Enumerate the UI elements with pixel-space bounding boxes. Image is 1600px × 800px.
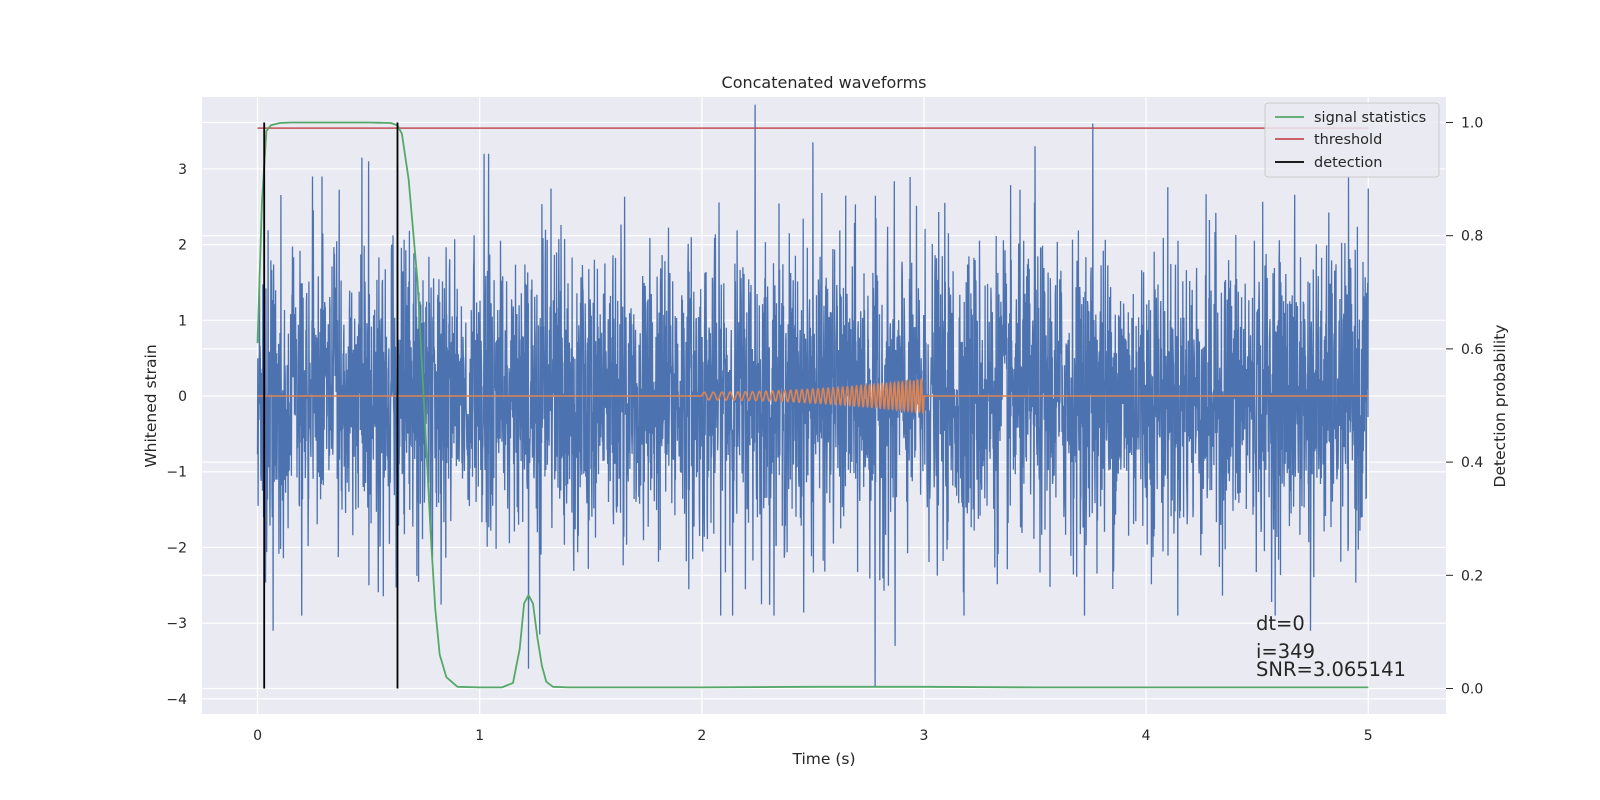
y2-tick-label: 0.0 xyxy=(1461,682,1483,698)
chart-title: Concatenated waveforms xyxy=(722,73,927,92)
y2-tick-label: 0.6 xyxy=(1461,342,1483,358)
injected-waveform-line xyxy=(257,377,1369,415)
y2-tick-label: 0.8 xyxy=(1461,229,1483,245)
y-tick-label: −4 xyxy=(166,692,187,708)
y-tick-label: −2 xyxy=(166,540,187,556)
y2-tick-label: 1.0 xyxy=(1461,115,1483,131)
y-tick-label: 1 xyxy=(178,313,187,329)
y-tick-label: 3 xyxy=(178,162,187,178)
ticks: 0 1 2 3 4 5 3 2 1 0 −1 −2 −3 −4 1.0 0.8 0.6 0.4 0.2 0.0 xyxy=(166,115,1483,744)
y2-tick-label: 0.4 xyxy=(1461,455,1483,471)
y2-tick-label: 0.2 xyxy=(1461,568,1483,584)
y-axis-label: Whitened strain xyxy=(142,344,160,467)
y-tick-label: 0 xyxy=(178,389,187,405)
x-tick-label: 2 xyxy=(697,728,706,744)
y2-axis-label: Detection probability xyxy=(1491,325,1509,488)
y-tick-label: −3 xyxy=(166,616,187,632)
y-tick-label: 2 xyxy=(178,238,187,254)
annotation-snr: SNR=3.065141 xyxy=(1256,658,1406,681)
legend-label-signal-statistics: signal statistics xyxy=(1314,110,1426,126)
legend-box xyxy=(1264,102,1440,178)
legend-label-detection: detection xyxy=(1314,155,1382,171)
annotation-i: i=349 xyxy=(1256,640,1315,663)
annotation-dt: dt=0 xyxy=(1256,612,1305,635)
x-tick-label: 1 xyxy=(475,728,484,744)
x-tick-label: 5 xyxy=(1364,728,1373,744)
strain-noise-line xyxy=(256,104,1369,688)
x-tick-label: 3 xyxy=(920,728,929,744)
x-axis-label: Time (s) xyxy=(791,750,855,768)
y-tick-label: −1 xyxy=(166,465,187,481)
signal-statistics-line xyxy=(256,121,1369,689)
legend: signal statistics threshold detection xyxy=(1264,102,1440,178)
legend-label-threshold: threshold xyxy=(1314,132,1382,148)
x-tick-label: 0 xyxy=(253,728,262,744)
plot-area xyxy=(256,104,1369,689)
x-tick-label: 4 xyxy=(1142,728,1151,744)
data-layer xyxy=(256,104,1369,689)
